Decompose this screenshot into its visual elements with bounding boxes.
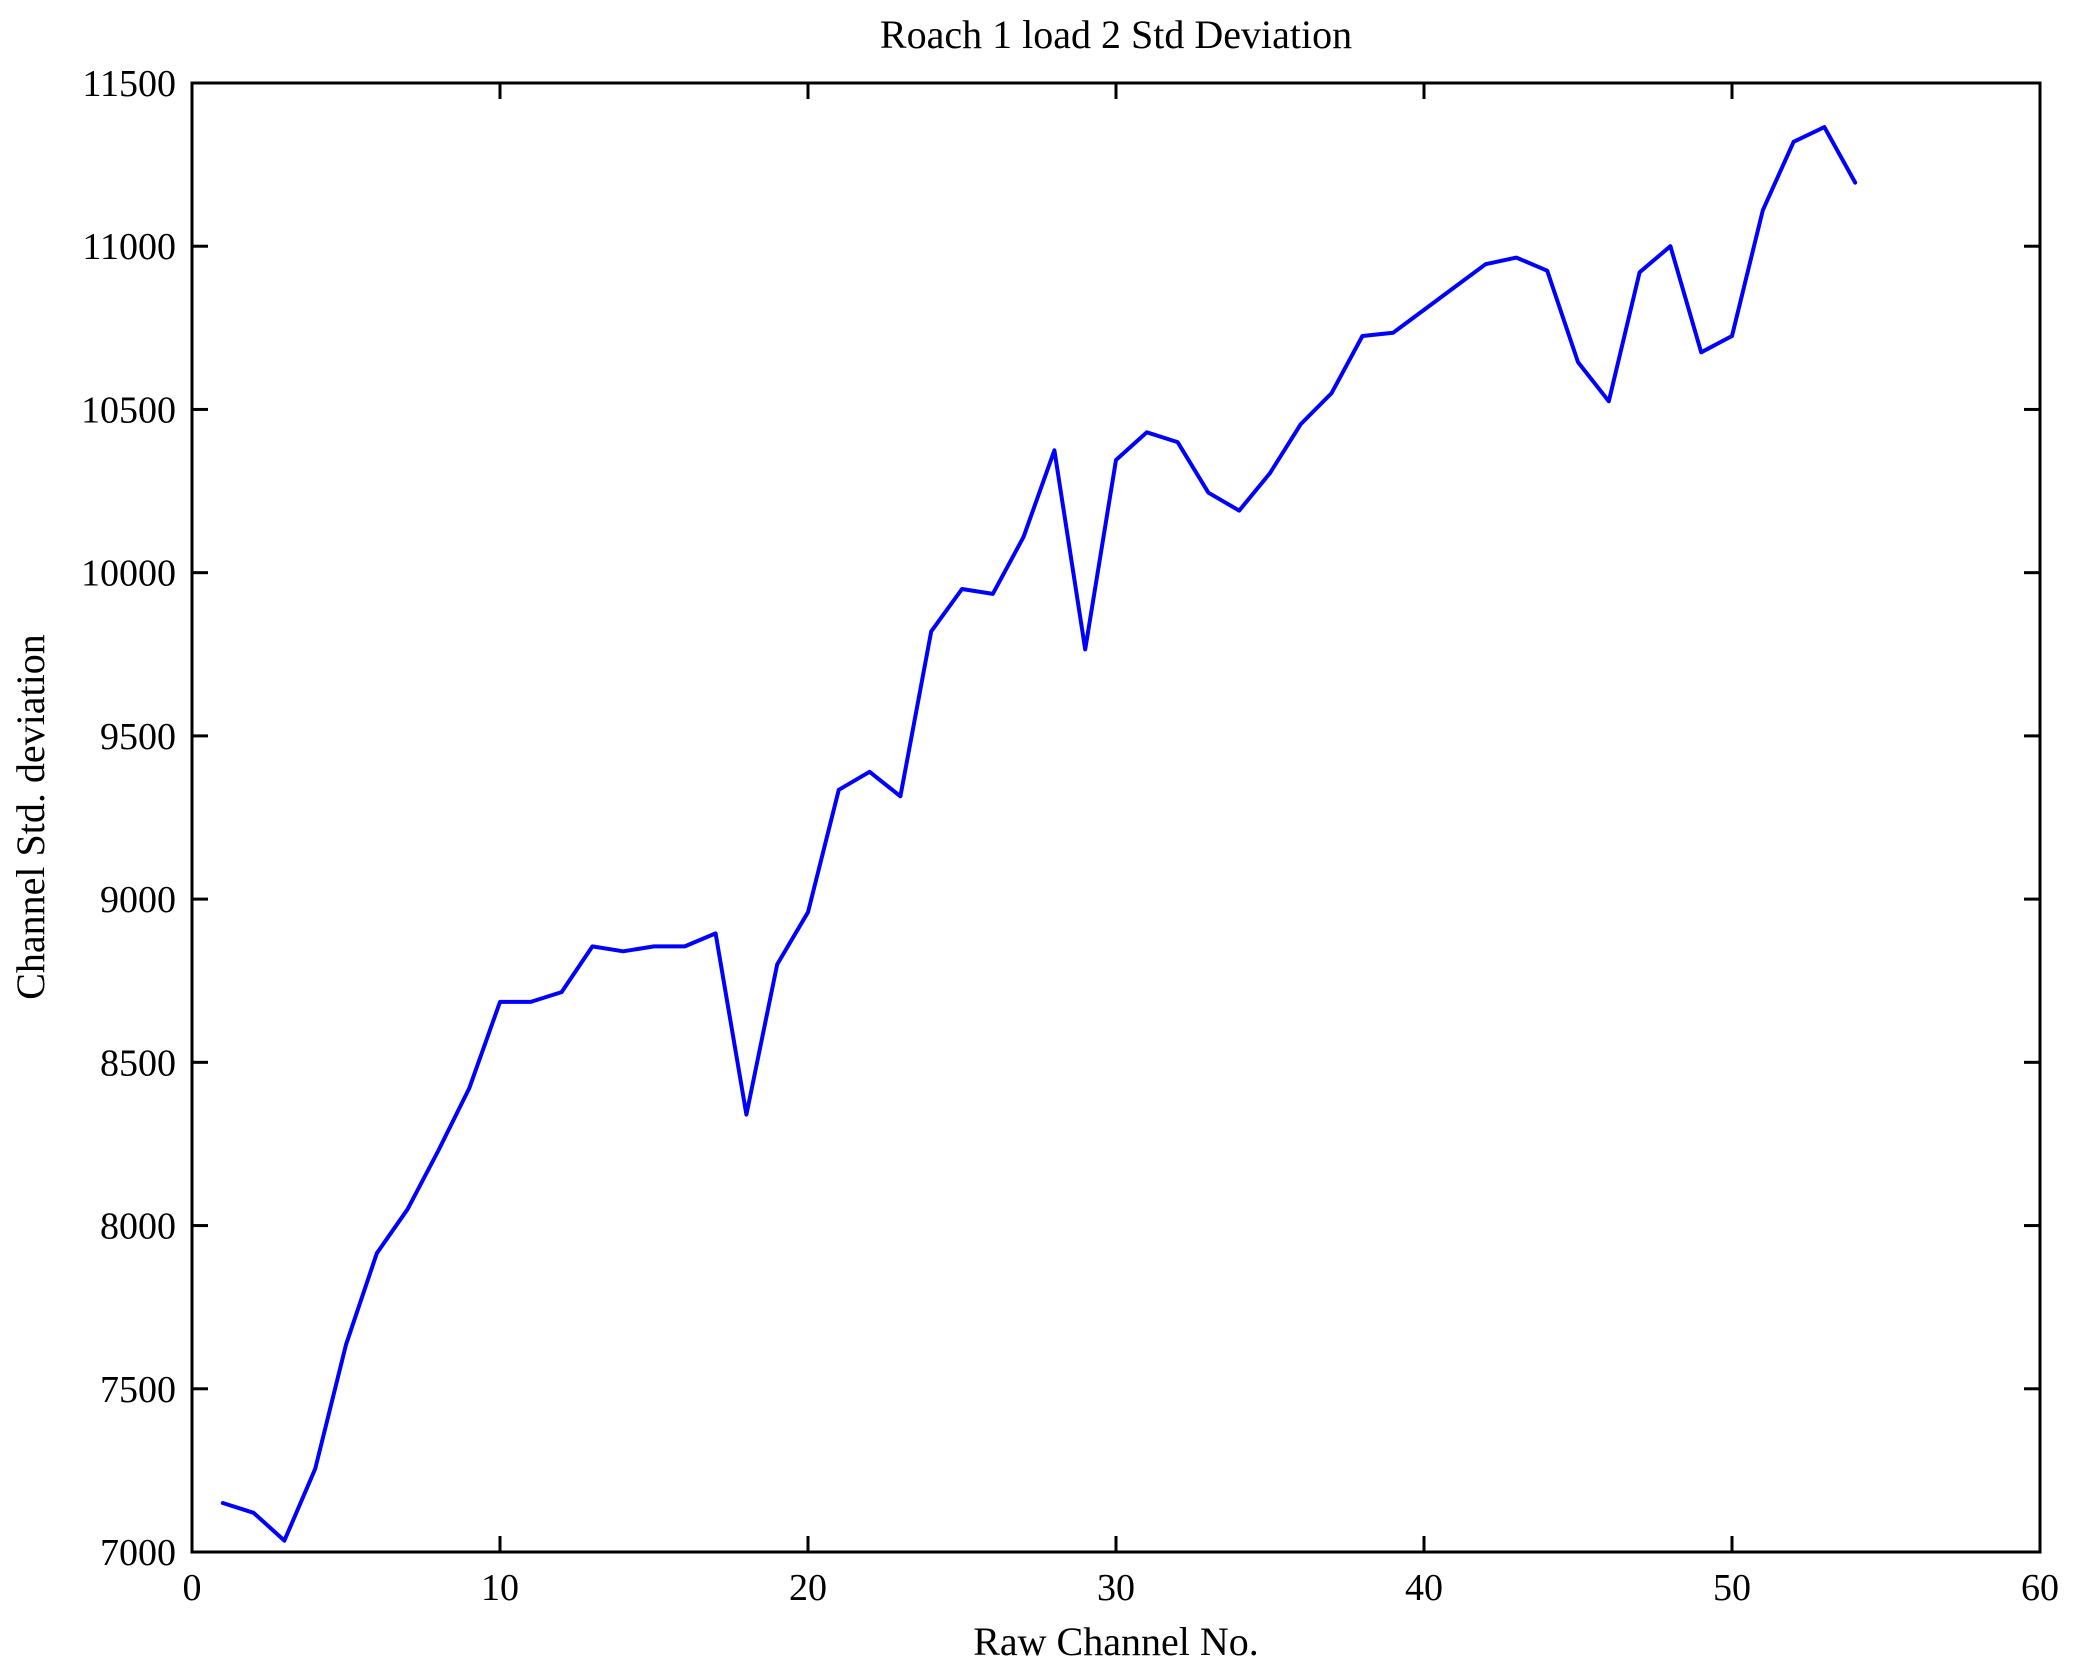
y-tick-label: 10000 (81, 553, 176, 595)
axis-ticks (190, 81, 2042, 1554)
y-tick-label: 8000 (100, 1206, 176, 1248)
y-tick-label: 9000 (100, 879, 176, 921)
x-tick-label: 0 (183, 1567, 202, 1609)
x-tick-label: 60 (2021, 1567, 2059, 1609)
x-tick-label: 40 (1405, 1567, 1443, 1609)
y-tick-label: 7500 (100, 1369, 176, 1411)
x-tick-label: 20 (789, 1567, 827, 1609)
y-tick-labels: 7000 7500 8000 8500 9000 9500 10000 10500 11000 1… (81, 63, 176, 1574)
x-tick-label: 10 (481, 1567, 519, 1609)
x-axis-label: Raw Channel No. (973, 1619, 1259, 1664)
y-tick-label: 8500 (100, 1042, 176, 1084)
x-tick-label: 50 (1713, 1567, 1751, 1609)
x-tick-label: 30 (1097, 1567, 1135, 1609)
std-deviation-line (220, 125, 1858, 1543)
y-tick-label: 9500 (100, 716, 176, 758)
data-series (220, 125, 1858, 1543)
y-tick-label: 7000 (100, 1532, 176, 1574)
y-tick-label: 11500 (82, 63, 176, 105)
y-tick-label: 11000 (82, 226, 176, 268)
chart-title: Roach 1 load 2 Std Deviation (880, 12, 1352, 57)
y-tick-label: 10500 (81, 389, 176, 431)
x-tick-labels: 0 10 20 30 40 50 60 (183, 1567, 2060, 1609)
y-axis-label: Channel Std. deviation (8, 634, 53, 1000)
plot-border (190, 81, 2042, 1554)
